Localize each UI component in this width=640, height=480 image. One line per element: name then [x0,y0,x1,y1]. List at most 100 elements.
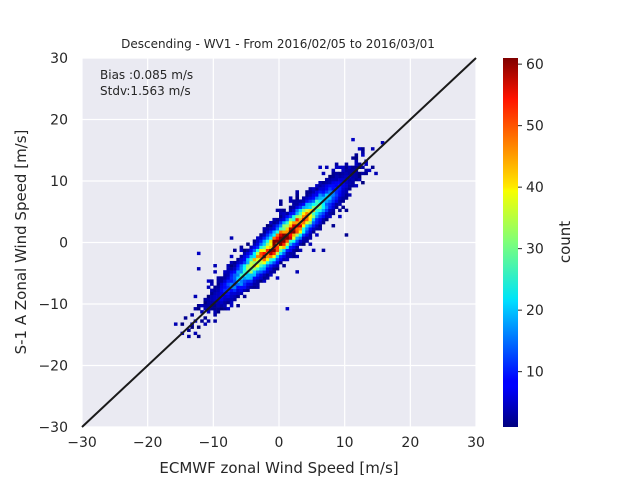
heatmap-cell [246,264,250,268]
heatmap-cell [279,248,283,253]
heatmap-cell [262,227,267,231]
heatmap-cell [344,181,349,185]
heatmap-cell [354,171,359,176]
heatmap-cell [213,307,217,311]
heatmap-cell [252,267,257,271]
heatmap-cell [338,190,342,194]
heatmap-cell [256,279,260,283]
heatmap-cell [301,199,306,203]
heatmap-cell [256,267,260,271]
heatmap-cell [233,273,237,277]
heatmap-cell [236,288,240,293]
heatmap-cell [233,264,237,268]
colorbar-tick-label: 10 [526,365,544,381]
heatmap-cell [282,208,286,213]
heatmap-cell [219,279,224,283]
heatmap-cell [226,300,231,305]
heatmap-cell [239,279,244,283]
heatmap-cell [269,260,273,265]
heatmap-cell [183,316,188,320]
y-tick-label: 10 [50,174,68,190]
heatmap-cell [328,208,332,213]
heatmap-cell [292,214,296,219]
heatmap-cell [233,279,237,283]
heatmap-cell [275,251,280,256]
heatmap-cell [279,217,283,222]
heatmap-cell [265,230,270,234]
heatmap-cell [315,233,319,237]
heatmap-cell [265,260,270,265]
heatmap-cell [308,205,313,209]
colorbar-label: count [556,221,574,263]
heatmap-cell [347,171,352,176]
heatmap-cell [275,248,280,253]
heatmap-cell [229,294,234,299]
x-axis-ticks: −30 −20 −10 0 10 20 30 [67,435,485,451]
heatmap-cell [331,199,336,203]
heatmap-cell [275,276,280,280]
heatmap-cell [292,220,296,225]
heatmap-cell [282,224,286,228]
heatmap-cell [246,282,250,286]
heatmap-cell [262,242,267,246]
heatmap-cell [295,205,299,209]
heatmap-cell [318,227,322,231]
heatmap-cell [226,307,231,311]
heatmap-cell [288,245,293,249]
heatmap-cell [210,297,214,302]
heatmap-cell [338,181,342,185]
heatmap-cell [259,273,263,277]
heatmap-cell [242,276,247,280]
heatmap-cell [282,220,286,225]
heatmap-cell [210,300,214,305]
heatmap-cell [321,214,326,219]
heatmap-cell [193,307,198,311]
heatmap-cell [190,325,194,329]
heatmap-cell [259,279,263,283]
heatmap-cell [246,260,250,265]
heatmap-cell [351,184,355,188]
heatmap-cell [338,214,342,219]
heatmap-cell [321,187,326,191]
heatmap-cell [341,165,345,169]
heatmap-cell [308,199,313,203]
heatmap-cell [318,187,322,191]
heatmap-cell [262,267,267,271]
heatmap-cell [298,214,303,219]
heatmap-cell [288,199,293,203]
heatmap-cell [331,187,336,191]
heatmap-cell [285,242,290,246]
heatmap-cell [321,211,326,216]
heatmap-cell [272,242,277,246]
heatmap-cell [295,190,299,194]
heatmap-cell [341,177,345,182]
heatmap-cell [252,273,257,277]
heatmap-cell [282,245,286,249]
heatmap-cell [196,267,201,271]
heatmap-cell [262,273,267,277]
heatmap-cell [351,165,355,169]
heatmap-cell [275,257,280,262]
heatmap-cell [347,168,352,173]
heatmap-cell [305,202,309,206]
heatmap-cell [239,270,244,274]
heatmap-cell [265,233,270,237]
heatmap-cell [219,307,224,311]
heatmap-cell [259,245,263,249]
heatmap-cell [272,270,277,274]
heatmap-cell [239,248,244,253]
heatmap-cell [256,257,260,262]
heatmap-cell [203,316,208,320]
heatmap-cell [288,224,293,228]
heatmap-cell [334,171,339,176]
heatmap-cell [259,248,263,253]
heatmap-cell [262,248,267,253]
heatmap-cell [203,297,208,302]
heatmap-cell [285,227,290,231]
heatmap-cell [223,279,227,283]
heatmap-cell [295,242,299,246]
heatmap-cell [213,319,217,323]
heatmap-cell [311,217,316,222]
heatmap-cell [239,245,244,249]
heatmap-cell [292,254,296,259]
